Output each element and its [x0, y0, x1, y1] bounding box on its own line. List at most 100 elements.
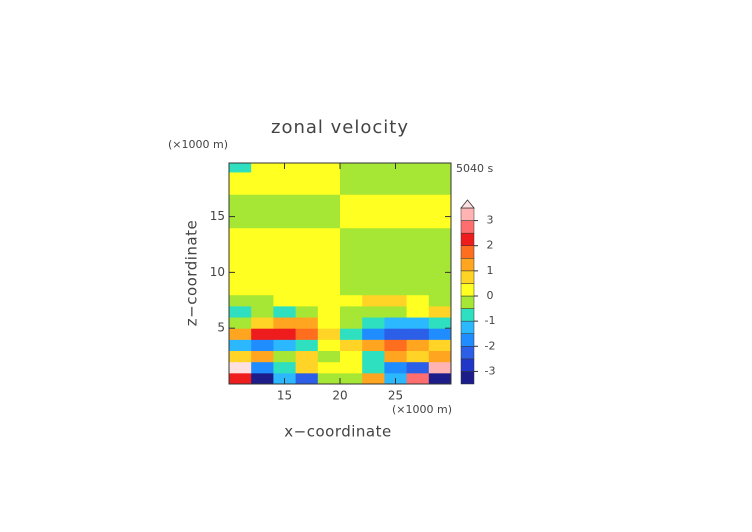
- contour-cell: [406, 317, 430, 329]
- contour-cell: [273, 294, 297, 307]
- contour-cell: [406, 272, 430, 285]
- contour-cell: [229, 171, 252, 184]
- contour-cell: [384, 272, 408, 285]
- contour-cell: [229, 339, 252, 352]
- contour-cell: [295, 328, 319, 340]
- contour-cell: [273, 339, 297, 352]
- contour-cell: [384, 238, 408, 251]
- contour-cell: [251, 372, 274, 384]
- time-label: 5040 s: [456, 162, 493, 175]
- contour-cell: [428, 205, 451, 218]
- contour-cell: [251, 171, 274, 184]
- contour-cell: [317, 328, 341, 340]
- contour-cell: [295, 317, 319, 329]
- contour-cell: [406, 205, 430, 218]
- contour-cell: [251, 283, 274, 296]
- contour-cell: [428, 350, 451, 363]
- contour-cell: [317, 163, 341, 173]
- contour-cell: [317, 317, 341, 329]
- contour-cell: [406, 361, 430, 374]
- contour-cell: [273, 227, 297, 240]
- contour-cell: [428, 361, 451, 374]
- contour-cell: [295, 227, 319, 240]
- contour-cell: [362, 361, 385, 374]
- contour-cell: [384, 361, 408, 374]
- contour-cell: [384, 250, 408, 262]
- contour-cell: [362, 272, 385, 285]
- contour-cell: [406, 339, 430, 352]
- contour-cell: [273, 171, 297, 184]
- colorbar-bin: [460, 295, 475, 309]
- y-unit: (×1000 m): [168, 138, 228, 151]
- contour-cell: [251, 227, 274, 240]
- contour-cell: [362, 294, 385, 307]
- contour-cell: [251, 250, 274, 262]
- contour-cell: [406, 294, 430, 307]
- contour-cell: [362, 339, 385, 352]
- contour-cell: [362, 205, 385, 218]
- contour-cell: [340, 350, 363, 363]
- contour-cell: [428, 328, 451, 340]
- contour-cell: [229, 216, 252, 229]
- contour-cell: [295, 163, 319, 173]
- contour-cell: [251, 294, 274, 307]
- contour-cell: [428, 372, 451, 384]
- contour-cell: [406, 283, 430, 296]
- contour-cell: [273, 238, 297, 251]
- contour-cell: [428, 238, 451, 251]
- contour-cell: [340, 205, 363, 218]
- contour-cell: [251, 205, 274, 218]
- colorbar-tick-label: -2: [485, 339, 496, 352]
- contour-cell: [295, 183, 319, 195]
- contour-cell: [317, 183, 341, 195]
- contour-cell: [340, 227, 363, 240]
- contour-cell: [340, 339, 363, 352]
- contour-cell: [251, 339, 274, 352]
- contour-cell: [229, 205, 252, 218]
- contour-cell: [428, 317, 451, 329]
- contour-cell: [362, 372, 385, 384]
- contour-cell: [251, 261, 274, 273]
- contour-cell: [295, 294, 319, 307]
- contour-cell: [406, 163, 430, 173]
- contour-cell: [295, 305, 319, 318]
- contour-cell: [362, 317, 385, 329]
- contour-cell: [428, 305, 451, 318]
- contour-cell: [406, 183, 430, 195]
- contour-cell: [340, 272, 363, 285]
- y-tick-label: 15: [210, 209, 225, 223]
- contour-cell: [384, 171, 408, 184]
- contour-cell: [295, 339, 319, 352]
- x-axis-label: x−coordinate: [284, 423, 391, 441]
- contour-cell: [295, 283, 319, 296]
- contour-cell: [384, 261, 408, 273]
- contour-cell: [340, 294, 363, 307]
- contour-cell: [384, 294, 408, 307]
- contour-cell: [317, 250, 341, 262]
- contour-cell: [406, 238, 430, 251]
- x-tick-label: 25: [388, 389, 403, 403]
- contour-cell: [317, 205, 341, 218]
- contour-cell: [317, 350, 341, 363]
- contour-cell: [340, 171, 363, 184]
- contour-cell: [362, 238, 385, 251]
- colorbar-tick-label: -3: [485, 364, 496, 377]
- contour-cell: [317, 361, 341, 374]
- contour-cell: [406, 194, 430, 206]
- colorbar-bin: [460, 346, 475, 360]
- contour-cell: [362, 328, 385, 340]
- contour-cell: [428, 216, 451, 229]
- y-tick-label: 5: [217, 321, 225, 335]
- contour-cell: [295, 350, 319, 363]
- contour-cell: [273, 317, 297, 329]
- contour-cell: [229, 294, 252, 307]
- contour-cell: [251, 317, 274, 329]
- contour-cell: [273, 361, 297, 374]
- contour-cell: [384, 216, 408, 229]
- contour-cell: [273, 283, 297, 296]
- colorbar-bin: [460, 207, 475, 221]
- colorbar-bin: [460, 320, 475, 334]
- contour-cell: [317, 227, 341, 240]
- contour-cell: [340, 305, 363, 318]
- y-tick-label: 10: [210, 265, 225, 279]
